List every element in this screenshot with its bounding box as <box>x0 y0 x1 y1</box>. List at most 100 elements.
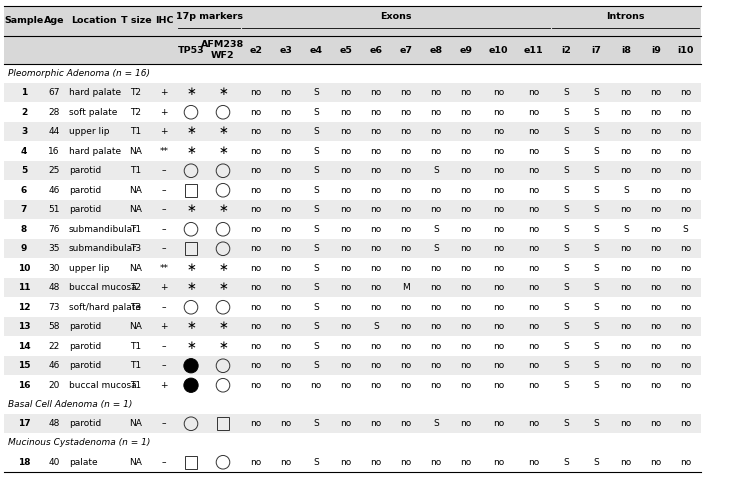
Text: no: no <box>528 147 539 156</box>
Text: Pleomorphic Adenoma (n = 16): Pleomorphic Adenoma (n = 16) <box>8 69 150 78</box>
Text: S: S <box>433 419 439 428</box>
Text: 46: 46 <box>48 361 60 370</box>
Bar <box>4 433 701 453</box>
Text: 17: 17 <box>18 419 30 428</box>
Text: S: S <box>313 225 319 234</box>
Text: no: no <box>430 186 442 195</box>
Text: Exons: Exons <box>381 13 412 22</box>
Text: Introns: Introns <box>606 13 644 22</box>
Text: no: no <box>280 381 292 390</box>
Text: –: – <box>162 419 166 428</box>
Text: no: no <box>528 381 539 390</box>
Text: no: no <box>680 303 691 312</box>
Text: S: S <box>593 283 599 292</box>
Text: no: no <box>620 147 632 156</box>
Text: –: – <box>162 225 166 234</box>
Text: ∗: ∗ <box>218 124 228 137</box>
Text: no: no <box>280 186 292 195</box>
Text: no: no <box>251 88 262 97</box>
Text: no: no <box>680 322 691 331</box>
Text: no: no <box>251 244 262 253</box>
Text: no: no <box>401 166 412 175</box>
Text: parotid: parotid <box>69 186 101 195</box>
Text: no: no <box>430 205 442 214</box>
Bar <box>185 456 197 469</box>
Text: no: no <box>251 186 262 195</box>
Text: no: no <box>493 186 504 195</box>
Text: no: no <box>460 458 471 467</box>
Text: no: no <box>280 147 292 156</box>
Text: soft palate: soft palate <box>69 108 118 117</box>
Text: NA: NA <box>129 147 143 156</box>
Text: no: no <box>370 108 381 117</box>
Text: T2: T2 <box>131 88 141 97</box>
Text: T1: T1 <box>131 381 142 390</box>
Text: S: S <box>433 244 439 253</box>
Text: no: no <box>493 244 504 253</box>
Text: no: no <box>460 186 471 195</box>
Text: Location: Location <box>71 16 117 26</box>
Text: ∗: ∗ <box>218 339 228 352</box>
Text: no: no <box>493 283 504 292</box>
Text: e6: e6 <box>370 45 383 54</box>
Text: –: – <box>162 361 166 370</box>
Text: no: no <box>401 264 412 273</box>
Text: S: S <box>373 322 379 331</box>
Text: no: no <box>460 88 471 97</box>
Text: no: no <box>280 225 292 234</box>
Text: no: no <box>493 225 504 234</box>
Text: no: no <box>493 303 504 312</box>
Text: no: no <box>370 205 381 214</box>
Text: 76: 76 <box>48 225 60 234</box>
Text: S: S <box>563 303 569 312</box>
Text: no: no <box>650 127 661 136</box>
Text: no: no <box>430 303 442 312</box>
Text: T1: T1 <box>131 127 142 136</box>
Text: 18: 18 <box>18 458 30 467</box>
Text: S: S <box>313 342 319 351</box>
Text: no: no <box>620 381 632 390</box>
Text: T size: T size <box>120 16 151 26</box>
Text: no: no <box>370 166 381 175</box>
Text: no: no <box>650 108 661 117</box>
Text: 48: 48 <box>48 283 60 292</box>
Text: no: no <box>650 264 661 273</box>
Text: S: S <box>563 458 569 467</box>
Text: no: no <box>620 127 632 136</box>
Text: no: no <box>370 186 381 195</box>
Text: S: S <box>313 361 319 370</box>
Text: no: no <box>460 303 471 312</box>
Text: 16: 16 <box>48 147 60 156</box>
Text: no: no <box>650 244 661 253</box>
Text: no: no <box>528 205 539 214</box>
Text: S: S <box>593 264 599 273</box>
Text: **: ** <box>160 147 168 156</box>
Bar <box>4 36 701 64</box>
Text: no: no <box>650 186 661 195</box>
Text: no: no <box>460 147 471 156</box>
Text: no: no <box>528 225 539 234</box>
Text: IHC: IHC <box>154 16 173 26</box>
Text: 20: 20 <box>48 381 60 390</box>
Bar <box>4 180 701 200</box>
Text: no: no <box>370 127 381 136</box>
Text: –: – <box>162 205 166 214</box>
Text: no: no <box>280 342 292 351</box>
Text: no: no <box>280 205 292 214</box>
Text: no: no <box>401 244 412 253</box>
Text: no: no <box>460 381 471 390</box>
Text: S: S <box>313 186 319 195</box>
Text: no: no <box>460 322 471 331</box>
Text: 5: 5 <box>21 166 27 175</box>
Text: S: S <box>563 342 569 351</box>
Text: no: no <box>370 225 381 234</box>
Text: no: no <box>650 147 661 156</box>
Text: S: S <box>593 244 599 253</box>
Text: ∗: ∗ <box>218 319 228 332</box>
Text: 44: 44 <box>48 127 60 136</box>
Text: no: no <box>341 205 352 214</box>
Text: S: S <box>313 322 319 331</box>
Text: no: no <box>370 264 381 273</box>
Text: no: no <box>650 225 661 234</box>
Text: no: no <box>620 244 632 253</box>
